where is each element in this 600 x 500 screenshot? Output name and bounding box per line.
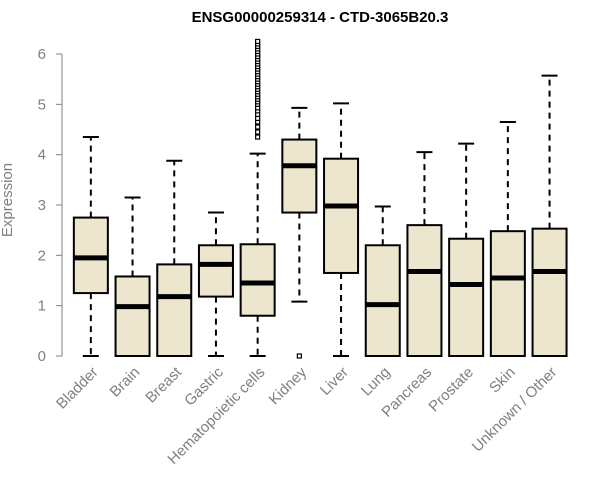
iqr-box <box>114 275 151 357</box>
y-tick-label: 3 <box>38 197 46 214</box>
y-tick-label: 5 <box>38 96 46 113</box>
outlier-point <box>255 134 261 140</box>
iqr-box <box>239 243 276 317</box>
y-tick-label: 0 <box>38 348 46 365</box>
boxes-group <box>72 38 568 359</box>
iqr-box <box>197 244 234 298</box>
x-tick-label: Breast <box>142 363 185 406</box>
outlier-point <box>296 353 302 359</box>
outlier-point <box>255 124 261 130</box>
box-kidney <box>281 106 318 359</box>
box-liver <box>323 102 360 357</box>
x-tick-label: Bladder <box>53 364 102 413</box>
y-tick-label: 2 <box>38 247 46 264</box>
x-tick-label: Lung <box>358 364 394 400</box>
box-unknown-other <box>531 74 568 357</box>
outlier-point <box>255 129 261 135</box>
x-tick-label: Brain <box>107 364 144 401</box>
y-axis-label: Expression <box>0 163 16 237</box>
x-tick-label: Kidney <box>266 363 311 408</box>
y-tick-label: 4 <box>38 147 46 164</box>
box-gastric <box>197 211 234 357</box>
iqr-box <box>323 157 360 274</box>
box-brain <box>114 196 151 357</box>
x-tick-label: Skin <box>486 364 519 397</box>
box-prostate <box>448 142 485 357</box>
iqr-box <box>489 230 526 358</box>
iqr-box <box>448 237 485 357</box>
box-breast <box>156 159 193 358</box>
box-hematopoietic-cells <box>239 38 276 357</box>
box-bladder <box>72 136 109 357</box>
iqr-box <box>406 224 443 357</box>
x-tick-label: Prostate <box>425 364 477 416</box>
box-pancreas <box>406 151 443 357</box>
box-lung <box>364 205 401 357</box>
chart-title: ENSG00000259314 - CTD-3065B20.3 <box>192 9 449 26</box>
iqr-box <box>156 263 193 358</box>
y-tick-label: 1 <box>38 298 46 315</box>
iqr-box <box>364 244 401 357</box>
iqr-box <box>531 227 568 357</box>
iqr-box <box>72 216 109 295</box>
y-axis: 0 1 2 3 4 5 6 <box>38 46 63 365</box>
x-tick-label: Liver <box>317 364 352 399</box>
outlier-point <box>255 115 261 122</box>
iqr-box <box>281 138 318 214</box>
box-skin <box>489 120 526 358</box>
y-tick-label: 6 <box>38 46 46 63</box>
outlier-point <box>255 38 261 45</box>
